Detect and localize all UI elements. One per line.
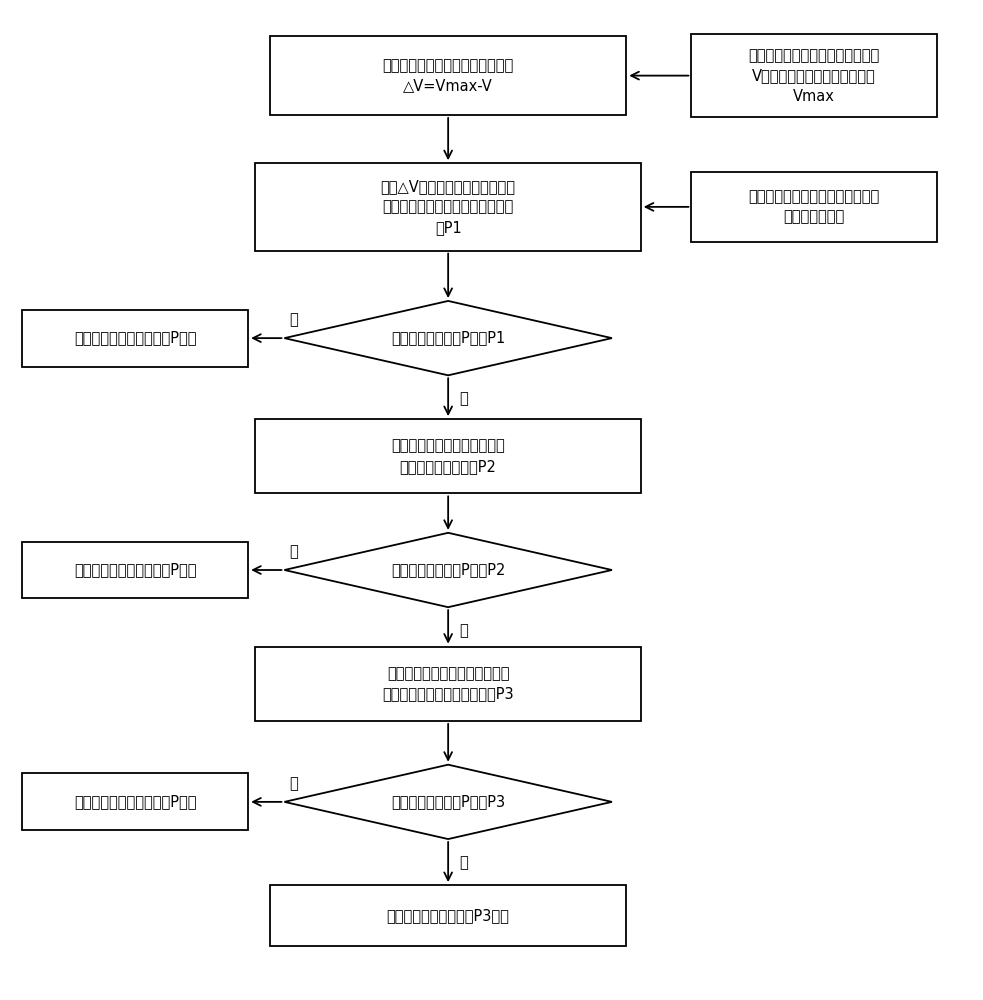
FancyBboxPatch shape [691,34,937,117]
Polygon shape [284,301,611,375]
Text: 是: 是 [460,855,469,870]
FancyBboxPatch shape [256,419,641,493]
Text: 确定电网日常运行电压上限的最小
V和电力设备长期运行电压上限
Vmax: 确定电网日常运行电压上限的最小 V和电力设备长期运行电压上限 Vmax [749,48,880,104]
Polygon shape [284,533,611,607]
Text: 根据△V、安控切机策略和直流无
功交换控制阈值计算直流输电功率
值P1: 根据△V、安控切机策略和直流无 功交换控制阈值计算直流输电功率 值P1 [380,179,516,235]
Text: 优化直流无功交换控制阈值，
计算直流输电功率值P2: 优化直流无功交换控制阈值， 计算直流输电功率值P2 [391,439,505,474]
FancyBboxPatch shape [22,542,249,598]
Text: 是: 是 [460,391,469,406]
FancyBboxPatch shape [270,36,626,115]
FancyBboxPatch shape [22,310,249,367]
FancyBboxPatch shape [22,773,249,830]
Text: 直流送出需求功率P大于P3: 直流送出需求功率P大于P3 [391,794,505,809]
Text: 直流系统按送出需求功率P运行: 直流系统按送出需求功率P运行 [74,331,197,346]
Text: 直流送出需求功率P大于P1: 直流送出需求功率P大于P1 [391,331,505,346]
FancyBboxPatch shape [270,885,626,946]
Text: 否: 否 [289,313,298,328]
Text: 直流系统按输电功率值P3运行: 直流系统按输电功率值P3运行 [386,908,509,923]
Text: 直流系统按送出需求功率P运行: 直流系统按送出需求功率P运行 [74,562,197,578]
Polygon shape [284,765,611,839]
FancyBboxPatch shape [256,647,641,721]
Text: 是: 是 [460,623,469,638]
Text: 否: 否 [289,776,298,791]
Text: 直流系统按送出需求功率P运行: 直流系统按送出需求功率P运行 [74,794,197,809]
FancyBboxPatch shape [256,163,641,251]
Text: 根据直流闭锁后系统稳定要求，确
定安控切机策略: 根据直流闭锁后系统稳定要求，确 定安控切机策略 [749,189,880,225]
Text: 计算电网可以承受的稳态电压波动
△V=Vmax-V: 计算电网可以承受的稳态电压波动 △V=Vmax-V [382,58,514,93]
Text: 采取联切空载线路和低压电容器
的措施，计算直流输电功率值P3: 采取联切空载线路和低压电容器 的措施，计算直流输电功率值P3 [382,666,514,701]
Text: 直流送出需求功率P大于P2: 直流送出需求功率P大于P2 [391,562,505,578]
FancyBboxPatch shape [691,172,937,242]
Text: 否: 否 [289,544,298,560]
